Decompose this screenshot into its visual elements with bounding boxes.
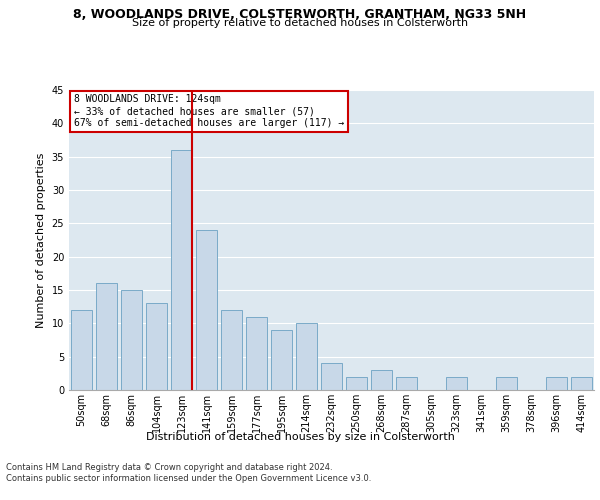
Bar xyxy=(196,230,217,390)
Text: Contains public sector information licensed under the Open Government Licence v3: Contains public sector information licen… xyxy=(6,474,371,483)
Bar xyxy=(246,316,267,390)
Bar xyxy=(96,284,117,390)
Bar xyxy=(446,376,467,390)
Text: Contains HM Land Registry data © Crown copyright and database right 2024.: Contains HM Land Registry data © Crown c… xyxy=(6,462,332,471)
Bar xyxy=(571,376,592,390)
Bar xyxy=(171,150,192,390)
Bar xyxy=(496,376,517,390)
Text: 8 WOODLANDS DRIVE: 124sqm
← 33% of detached houses are smaller (57)
67% of semi-: 8 WOODLANDS DRIVE: 124sqm ← 33% of detac… xyxy=(74,94,344,128)
Bar xyxy=(321,364,342,390)
Bar xyxy=(396,376,417,390)
Bar xyxy=(271,330,292,390)
Bar xyxy=(146,304,167,390)
Bar xyxy=(121,290,142,390)
Bar xyxy=(546,376,567,390)
Y-axis label: Number of detached properties: Number of detached properties xyxy=(36,152,46,328)
Text: Size of property relative to detached houses in Colsterworth: Size of property relative to detached ho… xyxy=(132,18,468,28)
Bar xyxy=(371,370,392,390)
Text: Distribution of detached houses by size in Colsterworth: Distribution of detached houses by size … xyxy=(146,432,454,442)
Bar xyxy=(296,324,317,390)
Text: 8, WOODLANDS DRIVE, COLSTERWORTH, GRANTHAM, NG33 5NH: 8, WOODLANDS DRIVE, COLSTERWORTH, GRANTH… xyxy=(73,8,527,20)
Bar xyxy=(346,376,367,390)
Bar xyxy=(71,310,92,390)
Bar xyxy=(221,310,242,390)
